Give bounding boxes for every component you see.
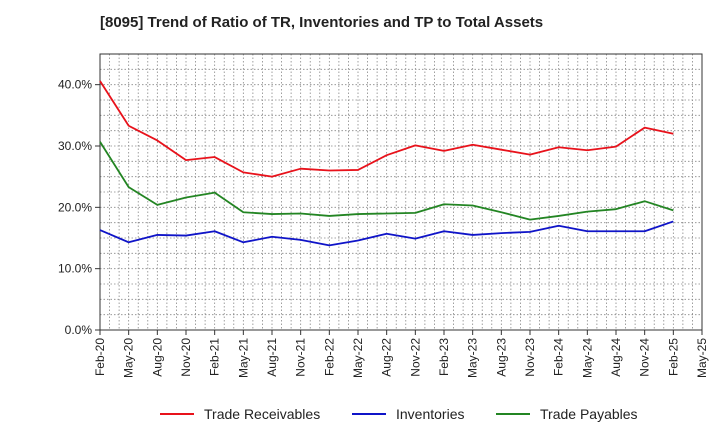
y-tick-label: 10.0% [58,262,92,276]
x-tick-label: Aug-24 [609,338,623,377]
x-tick-label: Feb-20 [93,338,107,376]
x-tick-label: Nov-23 [523,338,537,377]
legend-label: Trade Receivables [204,406,320,422]
x-tick-label: May-21 [236,338,250,378]
grid-layer [100,54,702,330]
axis-layer: 0.0% 10.0% 20.0% 30.0% 40.0% Feb-20 May-20 Aug-… [58,53,709,378]
y-tick-label: 40.0% [58,78,92,92]
x-tick-label: Feb-24 [552,338,566,376]
x-tick-label: May-23 [466,338,480,378]
legend-label: Inventories [396,406,464,422]
x-tick-label: Nov-21 [294,338,308,377]
x-tick-label: Aug-22 [380,338,394,377]
series-line-trade-receivables [99,80,674,178]
x-tick-label: Feb-21 [208,338,222,376]
y-tick-label: 0.0% [65,323,93,337]
y-tick-label: 20.0% [58,200,92,214]
x-tick-label: Nov-24 [638,338,652,377]
x-tick-label: Nov-20 [179,338,193,377]
x-tick-label: May-20 [122,338,136,378]
x-tick-label: May-25 [695,338,709,378]
series-line-inventories [99,220,674,247]
x-tick-label: Aug-21 [265,338,279,377]
x-tick-label: Feb-23 [437,338,451,376]
legend-label: Trade Payables [540,406,638,422]
y-tick-label: 30.0% [58,139,92,153]
series-line-trade-payables [99,141,674,221]
x-tick-label: May-24 [580,338,594,378]
x-tick-label: Aug-20 [150,338,164,377]
chart-title: [8095] Trend of Ratio of TR, Inventories… [100,14,544,31]
series-layer [99,80,674,247]
plot-frame [99,53,703,331]
x-tick-label: Feb-22 [322,338,336,376]
x-tick-label: Nov-22 [408,338,422,377]
x-tick-label: May-22 [351,338,365,378]
x-tick-label: Feb-25 [666,338,680,376]
legend: Trade Receivables Inventories Trade Payabl… [160,406,638,422]
x-tick-label: Aug-23 [494,338,508,377]
